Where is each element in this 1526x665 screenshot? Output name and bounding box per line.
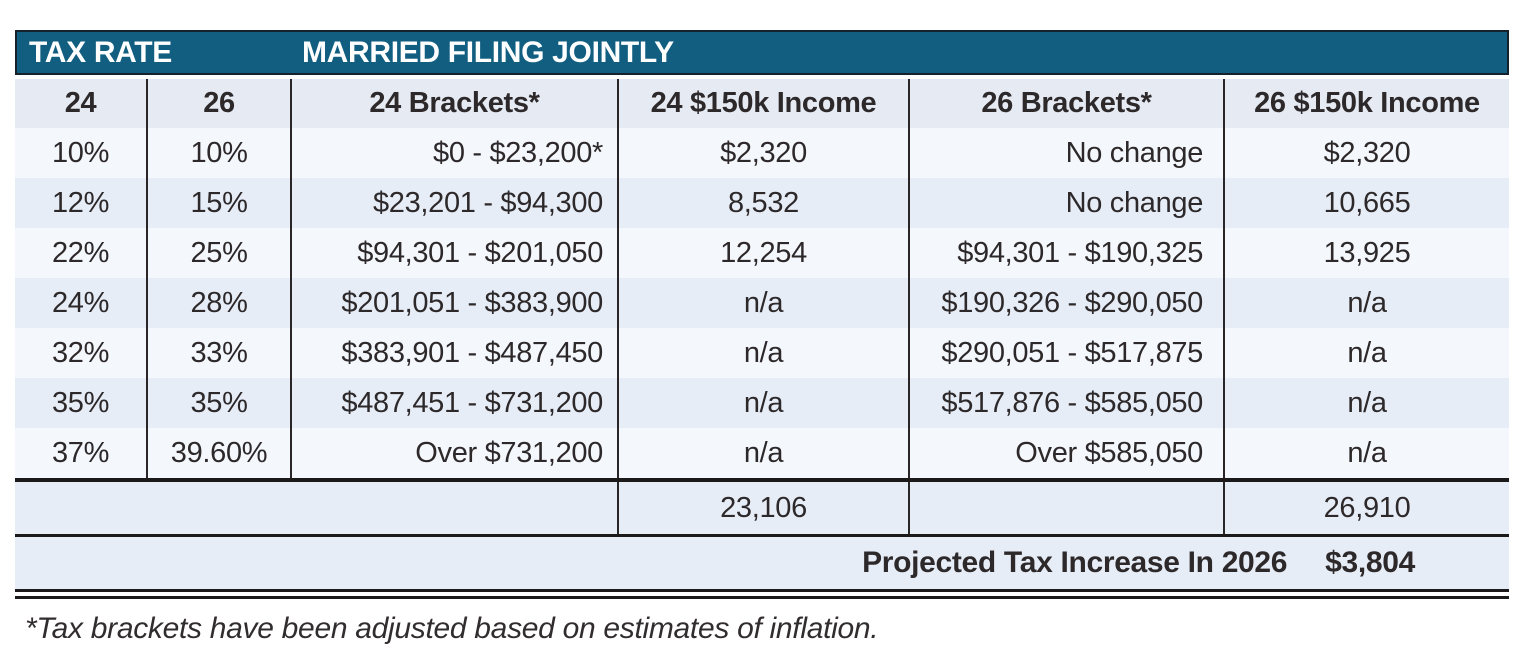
brackets26-cell: $190,326 - $290,050	[910, 278, 1225, 328]
brackets26-cell: No change	[910, 178, 1225, 228]
rate26-cell: 33%	[148, 328, 292, 378]
projected-label: Projected Tax Increase In 2026	[862, 546, 1288, 579]
rate26-cell: 25%	[148, 228, 292, 278]
brackets24-cell: Over $731,200	[292, 428, 619, 478]
projected-value: $3,804	[1325, 546, 1415, 579]
income24-cell: 12,254	[619, 228, 910, 278]
projected-row: Projected Tax Increase In 2026 $3,804	[15, 537, 1509, 589]
income24-cell: n/a	[619, 428, 910, 478]
bracket-row: 10% 10% $0 - $23,200* $2,320 No change $…	[15, 128, 1509, 178]
brackets24-cell: $23,201 - $94,300	[292, 178, 619, 228]
brackets26-cell: $94,301 - $190,325	[910, 228, 1225, 278]
income26-cell: n/a	[1225, 378, 1509, 428]
bottom-double-rule	[15, 589, 1509, 599]
income24-cell: n/a	[619, 278, 910, 328]
title-tax-rate: TAX RATE	[29, 35, 172, 69]
brackets24-cell: $0 - $23,200*	[292, 128, 619, 178]
income24-cell: $2,320	[619, 128, 910, 178]
rate26-cell: 15%	[148, 178, 292, 228]
col-header-income-24: 24 $150k Income	[619, 79, 910, 128]
brackets24-cell: $487,451 - $731,200	[292, 378, 619, 428]
rate26-cell: 39.60%	[148, 428, 292, 478]
total-income-24-cell: 23,106	[619, 482, 910, 534]
totals-empty-left-cell	[15, 482, 619, 534]
income26-cell: $2,320	[1225, 128, 1509, 178]
col-header-brackets-24: 24 Brackets*	[292, 79, 619, 128]
title-band: TAX RATE MARRIED FILING JOINTLY	[15, 30, 1509, 75]
tax-comparison-table: TAX RATE MARRIED FILING JOINTLY 24 26 24…	[15, 30, 1509, 599]
rate24-cell: 24%	[15, 278, 148, 328]
title-married-filing-jointly: MARRIED FILING JOINTLY	[302, 35, 674, 69]
income24-cell: n/a	[619, 328, 910, 378]
income26-cell: n/a	[1225, 428, 1509, 478]
brackets24-cell: $94,301 - $201,050	[292, 228, 619, 278]
rate26-cell: 28%	[148, 278, 292, 328]
table-body: 10% 10% $0 - $23,200* $2,320 No change $…	[15, 128, 1509, 478]
total-income-26-cell: 26,910	[1323, 491, 1411, 524]
income24-cell: n/a	[619, 378, 910, 428]
brackets26-cell: Over $585,050	[910, 428, 1225, 478]
rate26-cell: 35%	[148, 378, 292, 428]
col-header-brackets-26: 26 Brackets*	[910, 79, 1225, 128]
income26-cell: 13,925	[1225, 228, 1509, 278]
projected-top-rule	[15, 534, 1509, 537]
column-header-row: 24 26 24 Brackets* 24 $150k Income 26 Br…	[15, 79, 1509, 128]
rate24-cell: 12%	[15, 178, 148, 228]
footnote: *Tax brackets have been adjusted based o…	[25, 612, 879, 645]
bracket-row: 35% 35% $487,451 - $731,200 n/a $517,876…	[15, 378, 1509, 428]
brackets26-cell: $290,051 - $517,875	[910, 328, 1225, 378]
col-header-rate-24: 24	[15, 79, 148, 128]
income24-cell: 8,532	[619, 178, 910, 228]
bracket-row: 24% 28% $201,051 - $383,900 n/a $190,326…	[15, 278, 1509, 328]
brackets26-cell: $517,876 - $585,050	[910, 378, 1225, 428]
income26-cell: n/a	[1225, 328, 1509, 378]
totals-top-rule	[15, 478, 1509, 482]
rate24-cell: 37%	[15, 428, 148, 478]
totals-row: 23,106 26,910	[15, 482, 1509, 534]
rate24-cell: 10%	[15, 128, 148, 178]
rate24-cell: 32%	[15, 328, 148, 378]
bracket-row: 32% 33% $383,901 - $487,450 n/a $290,051…	[15, 328, 1509, 378]
totals-empty-brackets26-cell	[910, 482, 1225, 534]
income26-cell: 10,665	[1225, 178, 1509, 228]
rate24-cell: 22%	[15, 228, 148, 278]
bracket-row: 22% 25% $94,301 - $201,050 12,254 $94,30…	[15, 228, 1509, 278]
rate26-cell: 10%	[148, 128, 292, 178]
col-header-income-26: 26 $150k Income	[1225, 79, 1509, 128]
brackets24-cell: $201,051 - $383,900	[292, 278, 619, 328]
col-header-rate-26: 26	[148, 79, 292, 128]
bracket-row: 12% 15% $23,201 - $94,300 8,532 No chang…	[15, 178, 1509, 228]
brackets26-cell: No change	[910, 128, 1225, 178]
band-gap	[15, 75, 1509, 79]
income26-cell: n/a	[1225, 278, 1509, 328]
bracket-row: 37% 39.60% Over $731,200 n/a Over $585,0…	[15, 428, 1509, 478]
brackets24-cell: $383,901 - $487,450	[292, 328, 619, 378]
rate24-cell: 35%	[15, 378, 148, 428]
